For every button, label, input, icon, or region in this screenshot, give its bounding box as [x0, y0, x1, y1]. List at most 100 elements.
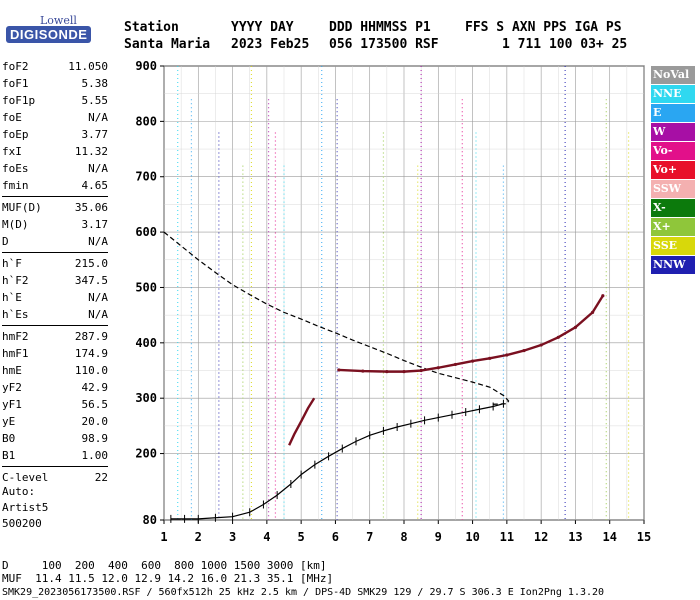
- echo-point: [453, 362, 458, 367]
- parameter-value: 22: [94, 471, 108, 484]
- echo-point: [522, 348, 526, 353]
- header-date-label: YYYY DAY: [231, 20, 294, 35]
- x-tick-label: 11: [500, 530, 514, 544]
- parameter-row: foE N/A: [2, 109, 108, 126]
- legend: NoVal NNE E W Vo- Vo+ SSW X- X+ SSE NNW: [651, 66, 695, 275]
- echo-point: [337, 368, 341, 372]
- legend-entry-ssw: SSW: [651, 180, 695, 198]
- parameter-name: foE: [2, 111, 22, 124]
- echo-point: [590, 310, 595, 314]
- legend-entry-noval: NoVal: [651, 66, 695, 84]
- x-tick-label: 3: [229, 530, 236, 544]
- legend-entry-nnw: NNW: [651, 256, 695, 274]
- parameter-value: 11.050: [68, 60, 108, 73]
- y-tick-label: 200: [135, 447, 157, 461]
- parameter-row: h`F 215.0: [2, 255, 108, 272]
- parameter-row: hmF1 174.9: [2, 345, 108, 362]
- parameter-name: foEp: [2, 128, 29, 141]
- parameter-value: 35.06: [74, 201, 108, 214]
- legend-entry-w: W: [651, 123, 695, 141]
- y-tick-label: 800: [135, 114, 157, 128]
- parameter-row: hmF2 287.9: [2, 328, 108, 345]
- parameter-value: 56.5: [81, 398, 109, 411]
- y-tick-label: 700: [135, 170, 157, 184]
- echo-point: [385, 370, 389, 374]
- footer-muf-line: MUF 11.4 11.5 12.0 12.9 14.2 16.0 21.3 3…: [2, 572, 334, 585]
- x-tick-label: 1: [160, 530, 167, 544]
- y-tick-label: 600: [135, 225, 157, 239]
- parameter-value: 3.77: [81, 128, 109, 141]
- x-tick-label: 13: [568, 530, 582, 544]
- parameter-value: 11.32: [74, 145, 108, 158]
- parameter-row: B0 98.9: [2, 430, 108, 447]
- parameter-name: h`E: [2, 291, 22, 304]
- parameter-name: yF1: [2, 398, 22, 411]
- parameter-value: 3.17: [81, 218, 109, 231]
- parameter-value: N/A: [88, 308, 108, 321]
- parameter-row: foF1 5.38: [2, 75, 108, 92]
- footer-distance-line: D 100 200 400 600 800 1000 1500 3000 [km…: [2, 559, 327, 572]
- x-tick-label: 6: [332, 530, 339, 544]
- parameter-name: foF1: [2, 77, 29, 90]
- echo-point: [488, 356, 492, 360]
- parameter-row: foF1p 5.55: [2, 92, 108, 109]
- parameter-row: D N/A: [2, 233, 108, 250]
- legend-entry-nne: NNE: [651, 85, 695, 103]
- parameter-row: C-level 22: [2, 469, 108, 486]
- echo-point: [419, 368, 423, 373]
- parameter-row: h`Es N/A: [2, 306, 108, 323]
- echo-point: [436, 366, 440, 370]
- header-date-value: 2023 Feb25: [231, 37, 310, 52]
- parameter-row: h`E N/A: [2, 289, 108, 306]
- parameter-row: foEs N/A: [2, 160, 108, 177]
- parameter-row: hmE 110.0: [2, 362, 108, 379]
- autoscaling-line-3: 500200: [2, 517, 42, 530]
- parameter-name: foEs: [2, 162, 29, 175]
- parameter-name: M(D): [2, 218, 29, 231]
- legend-entry-e: E: [651, 104, 695, 122]
- trace-series-1: [163, 231, 510, 405]
- parameter-divider: [2, 252, 108, 253]
- parameter-row: yF2 42.9: [2, 379, 108, 396]
- echo-point: [601, 294, 605, 298]
- header-settings-label: FFS S AXN PPS IGA PS: [465, 20, 622, 35]
- trace-series-2: [338, 295, 604, 373]
- echo-point: [573, 325, 578, 329]
- parameter-row: foF2 11.050: [2, 58, 108, 75]
- echo-point: [361, 369, 365, 373]
- y-tick-label: 500: [135, 280, 157, 294]
- legend-entry-vo: Vo-: [651, 142, 695, 160]
- x-tick-label: 15: [637, 530, 651, 544]
- parameter-row: MUF(D) 35.06: [2, 199, 108, 216]
- parameter-value: 4.65: [81, 179, 109, 192]
- parameter-name: h`F2: [2, 274, 29, 287]
- parameter-name: D: [2, 235, 9, 248]
- echo-point: [505, 353, 509, 357]
- echo-point: [402, 370, 406, 374]
- parameter-name: hmE: [2, 364, 22, 377]
- parameter-value: N/A: [88, 162, 108, 175]
- parameter-row: fxI 11.32: [2, 143, 108, 160]
- parameter-value: 98.9: [81, 432, 109, 445]
- parameter-name: yE: [2, 415, 16, 428]
- parameter-value: 347.5: [74, 274, 108, 287]
- parameter-name: B1: [2, 449, 16, 462]
- legend-entry-x: X-: [651, 199, 695, 217]
- parameter-value: N/A: [88, 235, 108, 248]
- parameter-value: 5.38: [81, 77, 109, 90]
- trace-series-0: [170, 403, 504, 520]
- parameter-value: 110.0: [74, 364, 108, 377]
- parameter-name: hmF2: [2, 330, 29, 343]
- parameter-name: yF2: [2, 381, 22, 394]
- echo-point: [556, 335, 560, 339]
- parameter-value: 42.9: [81, 381, 109, 394]
- x-tick-label: 4: [263, 530, 270, 544]
- autoscaling-line-2: Artist5: [2, 501, 49, 514]
- header-time-label: DDD HHMMSS P1: [329, 20, 431, 35]
- parameter-row: yE 20.0: [2, 413, 108, 430]
- logo-digisonde-badge: DIGISONDE: [6, 26, 92, 43]
- footer-file-info: SMK29_2023056173500.RSF / 560fx512h 25 k…: [2, 587, 605, 598]
- x-tick-label: 12: [534, 530, 548, 544]
- y-tick-label: 900: [135, 59, 157, 73]
